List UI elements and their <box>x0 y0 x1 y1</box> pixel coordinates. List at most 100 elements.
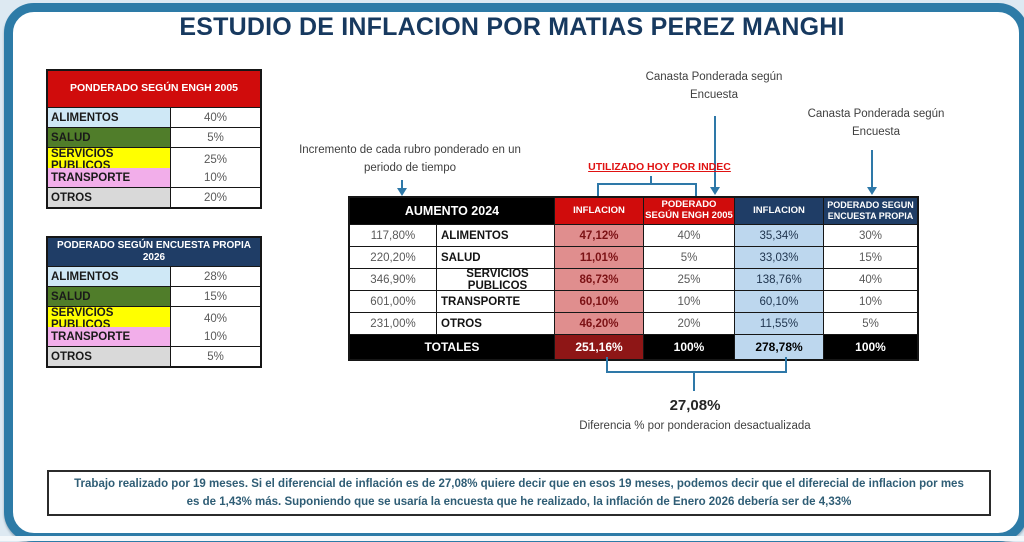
cell-categoria: SALUD <box>437 247 554 268</box>
row-label: TRANSPORTE <box>48 327 170 346</box>
cell-categoria: TRANSPORTE <box>437 291 554 312</box>
bracket-down-icon <box>597 183 697 197</box>
row-label: ALIMENTOS <box>48 267 170 286</box>
cell-poderado-engh: 10% <box>644 291 734 312</box>
arrow-line <box>714 116 716 188</box>
footer-note-line1: Trabajo realizado por 19 meses. Si el di… <box>74 477 964 490</box>
table-row: TRANSPORTE 10% <box>48 168 260 187</box>
table-row: TRANSPORTE 10% <box>48 327 260 346</box>
cell-aumento: 117,80% <box>350 225 436 246</box>
cell-inflacion-indec: 11,01% <box>555 247 643 268</box>
cell-inflacion-indec: 86,73% <box>555 269 643 290</box>
cell-categoria: ALIMENTOS <box>437 225 554 246</box>
header-inflacion-encuesta: INFLACION <box>735 198 823 224</box>
totals-poderado-engh: 100% <box>644 335 734 359</box>
row-value: 15% <box>171 287 260 306</box>
note-incremento: Incremento de cada rubro ponderado en un… <box>285 142 535 178</box>
cell-inflacion-encuesta: 35,34% <box>735 225 823 246</box>
row-value: 20% <box>171 188 260 207</box>
table-row: SERVICIOS PUBLICOS 40% <box>48 307 260 331</box>
cell-poderado-engh: 40% <box>644 225 734 246</box>
note-canasta-line1: Canasta Ponderada según <box>807 108 945 120</box>
difference-value: 27,08% <box>669 397 721 414</box>
table-row: OTROS 5% <box>48 347 260 366</box>
note-canasta-encuesta-1: Canasta Ponderada según Encuesta <box>630 69 798 105</box>
table-aumento-2024: AUMENTO 2024 INFLACION PODERADO SEGÚN EN… <box>348 196 919 361</box>
row-label: OTROS <box>48 188 170 207</box>
header-poderado-engh: PODERADO SEGÚN ENGH 2005 <box>644 198 734 224</box>
down-arrow-icon <box>867 187 877 195</box>
cell-inflacion-encuesta: 33,03% <box>735 247 823 268</box>
row-value: 10% <box>171 327 260 346</box>
cell-poderado-engh: 25% <box>644 269 734 290</box>
cell-poderado-encuesta: 30% <box>824 225 917 246</box>
cell-categoria: SERVICIOS PUBLICOS <box>437 268 554 292</box>
row-label: SALUD <box>48 128 170 147</box>
table-row: OTROS 20% <box>48 188 260 207</box>
cell-aumento: 220,20% <box>350 247 436 268</box>
cell-poderado-encuesta: 5% <box>824 313 917 334</box>
table-row: ALIMENTOS 28% <box>48 267 260 286</box>
cell-inflacion-indec: 47,12% <box>555 225 643 246</box>
row-value: 5% <box>171 347 260 366</box>
bracket-up-icon <box>606 357 787 373</box>
table-row: SALUD 15% <box>48 287 260 306</box>
page-title: ESTUDIO DE INFLACION POR MATIAS PEREZ MA… <box>179 13 845 41</box>
totals-inflacion-indec: 251,16% <box>555 335 643 359</box>
cell-inflacion-indec: 60,10% <box>555 291 643 312</box>
cell-aumento: 601,00% <box>350 291 436 312</box>
cell-inflacion-encuesta: 60,10% <box>735 291 823 312</box>
difference-caption: Diferencia % por ponderacion desactualiz… <box>579 420 811 432</box>
bottom-edge-strip <box>0 536 1024 541</box>
row-value: 5% <box>171 128 260 147</box>
cell-aumento: 346,90% <box>350 269 436 290</box>
row-label: SALUD <box>48 287 170 306</box>
cell-poderado-encuesta: 15% <box>824 247 917 268</box>
cell-categoria: OTROS <box>437 313 554 334</box>
table-header-line1: PODERADO SEGÚN ENCUESTA PROPIA <box>57 239 251 251</box>
row-value: 40% <box>171 108 260 127</box>
cell-poderado-encuesta: 40% <box>824 269 917 290</box>
note-canasta-encuesta-2: Canasta Ponderada según Encuesta <box>792 106 960 142</box>
row-value: 28% <box>171 267 260 286</box>
row-label: TRANSPORTE <box>48 168 170 187</box>
note-incremento-line1: Incremento de cada rubro ponderado en un <box>299 144 521 156</box>
arrow-line <box>401 180 403 189</box>
footer-note-box: Trabajo realizado por 19 meses. Si el di… <box>47 470 991 516</box>
row-label: ALIMENTOS <box>48 108 170 127</box>
header-poderado-encuesta: PODERADO SEGUN ENCUESTA PROPIA <box>824 198 917 224</box>
cell-inflacion-encuesta: 138,76% <box>735 269 823 290</box>
cell-poderado-encuesta: 10% <box>824 291 917 312</box>
cell-aumento: 231,00% <box>350 313 436 334</box>
totals-poderado-encuesta: 100% <box>824 335 917 359</box>
cell-inflacion-indec: 46,20% <box>555 313 643 334</box>
row-label: OTROS <box>48 347 170 366</box>
table-ponderado-engh-2005: PONDERADO SEGÚN ENGH 2005 ALIMENTOS 40% … <box>46 69 262 209</box>
table-row: SERVICIOS PUBLICOS 25% <box>48 148 260 172</box>
table-header: PONDERADO SEGÚN ENGH 2005 <box>48 71 260 107</box>
header-inflacion-indec: INFLACION <box>555 198 643 224</box>
table-row: SALUD 5% <box>48 128 260 147</box>
table-header: PODERADO SEGÚN ENCUESTA PROPIA 2026 <box>48 238 260 266</box>
table-row: ALIMENTOS 40% <box>48 108 260 127</box>
note-canasta-line1: Canasta Ponderada según <box>645 71 783 83</box>
note-canasta-line2: Encuesta <box>852 125 900 138</box>
table-poderado-encuesta-propia-2026: PODERADO SEGÚN ENCUESTA PROPIA 2026 ALIM… <box>46 236 262 368</box>
cell-inflacion-encuesta: 11,55% <box>735 313 823 334</box>
note-canasta-line2: Encuesta <box>690 88 738 101</box>
row-value: 10% <box>171 168 260 187</box>
cell-poderado-engh: 20% <box>644 313 734 334</box>
note-utilizado-indec: UTILIZADO HOY POR INDEC <box>588 161 731 173</box>
bracket-stem <box>693 371 695 391</box>
cell-poderado-engh: 5% <box>644 247 734 268</box>
header-aumento-2024: AUMENTO 2024 <box>350 198 554 224</box>
down-arrow-icon <box>397 188 407 196</box>
note-incremento-line2: periodo de tiempo <box>363 161 457 174</box>
down-arrow-icon <box>710 187 720 195</box>
table-header-line2: 2026 <box>142 252 166 263</box>
totals-label: TOTALES <box>350 335 554 359</box>
footer-note-line2: es de 1,43% más. Suponiendo que se usarí… <box>186 496 852 508</box>
bracket-stem <box>650 176 652 184</box>
totals-inflacion-encuesta: 278,78% <box>735 335 823 359</box>
arrow-line <box>871 150 873 188</box>
